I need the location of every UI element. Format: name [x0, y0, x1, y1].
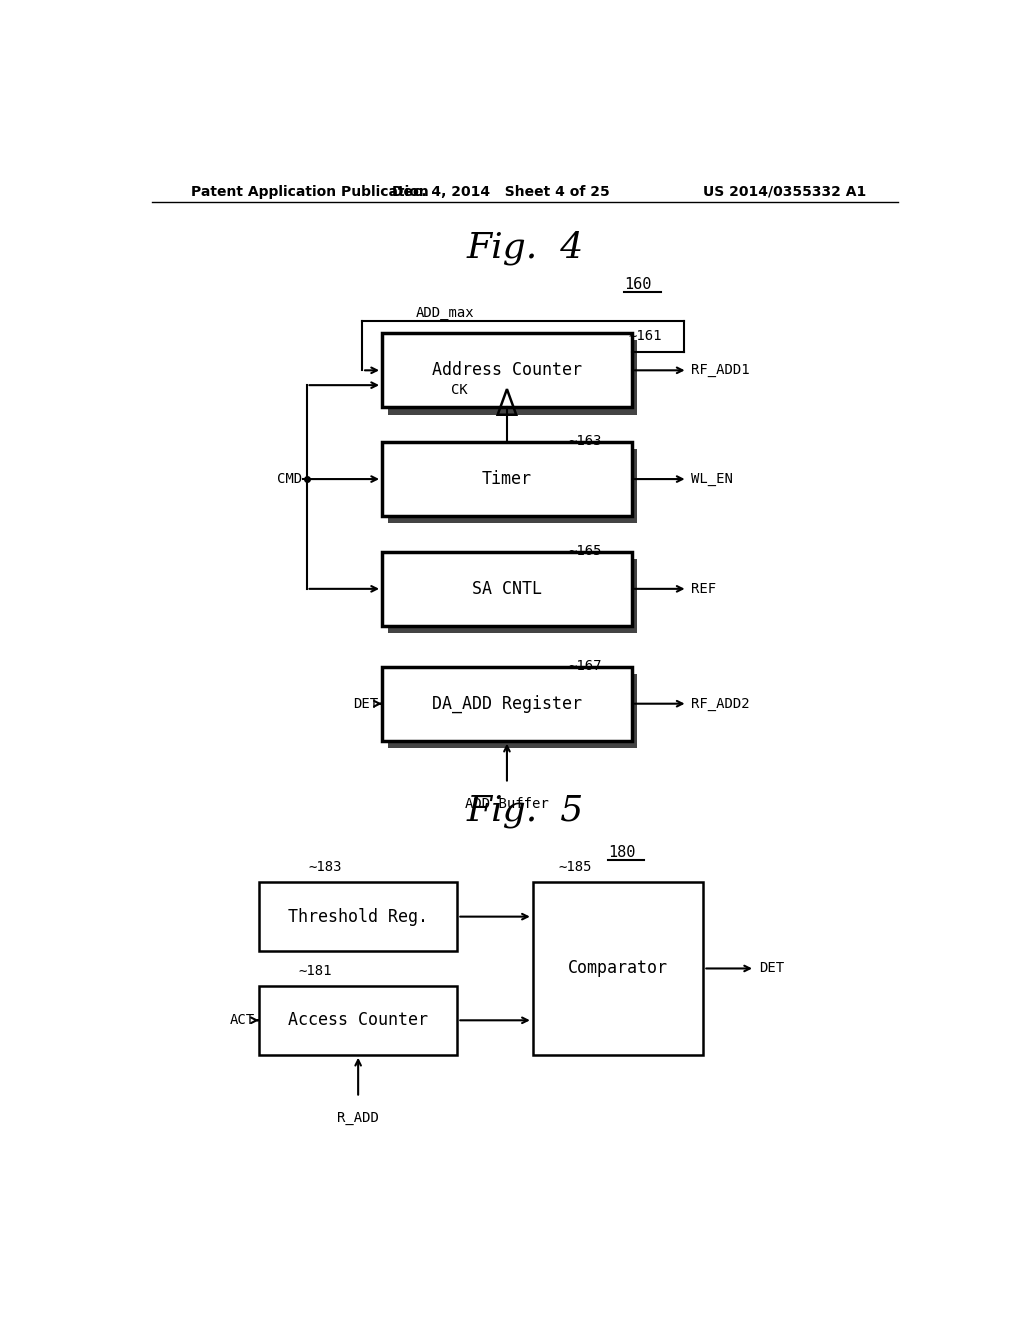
Text: DET: DET	[353, 697, 378, 710]
Text: SA CNTL: SA CNTL	[472, 579, 542, 598]
Text: DET: DET	[759, 961, 784, 975]
Bar	[382, 442, 632, 516]
Text: CMD: CMD	[278, 473, 303, 486]
Bar	[532, 882, 703, 1055]
Text: 160: 160	[624, 277, 651, 292]
Text: ADD_max: ADD_max	[416, 306, 475, 319]
Bar	[382, 552, 632, 626]
Text: ∼181: ∼181	[299, 964, 332, 978]
Text: Fig.  4: Fig. 4	[466, 231, 584, 265]
Text: 180: 180	[608, 845, 636, 859]
Text: Access Counter: Access Counter	[288, 1011, 428, 1030]
Text: Patent Application Publication: Patent Application Publication	[191, 185, 429, 199]
Text: Fig.  5: Fig. 5	[466, 793, 584, 828]
Text: US 2014/0355332 A1: US 2014/0355332 A1	[702, 185, 866, 199]
Text: ∼163: ∼163	[568, 434, 602, 447]
Text: ∼161: ∼161	[628, 330, 662, 343]
Bar	[387, 449, 638, 523]
Text: RF_ADD1: RF_ADD1	[691, 363, 751, 378]
Text: ∼167: ∼167	[568, 659, 602, 673]
Text: Comparator: Comparator	[568, 960, 668, 978]
Bar	[387, 673, 638, 748]
Bar	[387, 341, 638, 414]
Text: CK: CK	[451, 383, 467, 397]
Text: R_ADD: R_ADD	[337, 1110, 379, 1125]
Bar	[382, 333, 632, 408]
Text: Timer: Timer	[482, 470, 531, 488]
Text: ∼185: ∼185	[558, 859, 592, 874]
Text: ADD Buffer: ADD Buffer	[465, 797, 549, 810]
Bar	[387, 558, 638, 634]
Text: ∼165: ∼165	[568, 544, 602, 558]
Bar	[382, 667, 632, 741]
Text: WL_EN: WL_EN	[691, 473, 733, 486]
Text: ACT: ACT	[229, 1014, 255, 1027]
Text: DA_ADD Register: DA_ADD Register	[432, 694, 582, 713]
Text: Threshold Reg.: Threshold Reg.	[288, 908, 428, 925]
Text: ∼183: ∼183	[308, 859, 342, 874]
Text: RF_ADD2: RF_ADD2	[691, 697, 751, 710]
Bar	[259, 882, 458, 952]
Text: Dec. 4, 2014   Sheet 4 of 25: Dec. 4, 2014 Sheet 4 of 25	[392, 185, 610, 199]
Bar	[259, 986, 458, 1055]
Text: Address Counter: Address Counter	[432, 362, 582, 379]
Text: REF: REF	[691, 582, 717, 595]
